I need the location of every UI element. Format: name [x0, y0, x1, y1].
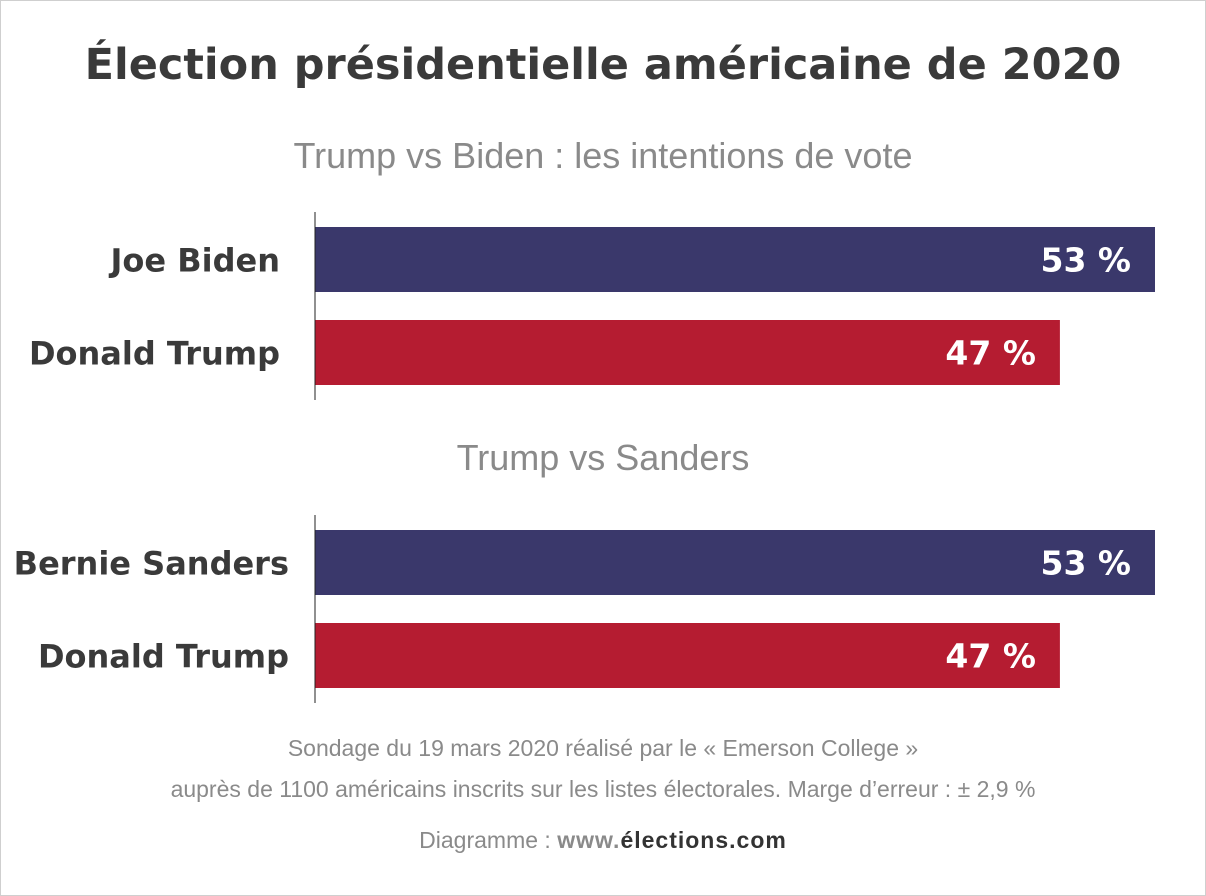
- value-label: 47 %: [945, 334, 1035, 373]
- credit-domain: élections.com: [620, 827, 787, 853]
- category-label: Donald Trump: [29, 335, 280, 373]
- value-label: 53 %: [1041, 544, 1131, 583]
- value-label: 53 %: [1041, 241, 1131, 280]
- category-label: Joe Biden: [109, 242, 280, 280]
- bar-joe-biden: [315, 227, 1155, 292]
- category-label: Bernie Sanders: [14, 545, 289, 583]
- footnote-line-1: Sondage du 19 mars 2020 réalisé par le «…: [287, 735, 919, 761]
- credit-prefix: Diagramme :: [419, 827, 558, 853]
- chart-title: Élection présidentielle américaine de 20…: [84, 40, 1122, 90]
- credit-www: www.: [557, 827, 621, 853]
- category-label: Donald Trump: [38, 638, 289, 676]
- credit: Diagramme : www.élections.com: [0, 827, 1206, 854]
- chart-1-subtitle: Trump vs Biden : les intentions de vote: [293, 135, 913, 176]
- chart-2-subtitle: Trump vs Sanders: [456, 437, 750, 478]
- footnote-line-2: auprès de 1100 américains inscrits sur l…: [170, 776, 1036, 802]
- bar-donald-trump: [315, 320, 1060, 385]
- value-label: 47 %: [945, 637, 1035, 676]
- bar-donald-trump: [315, 623, 1060, 688]
- bar-bernie-sanders: [315, 530, 1155, 595]
